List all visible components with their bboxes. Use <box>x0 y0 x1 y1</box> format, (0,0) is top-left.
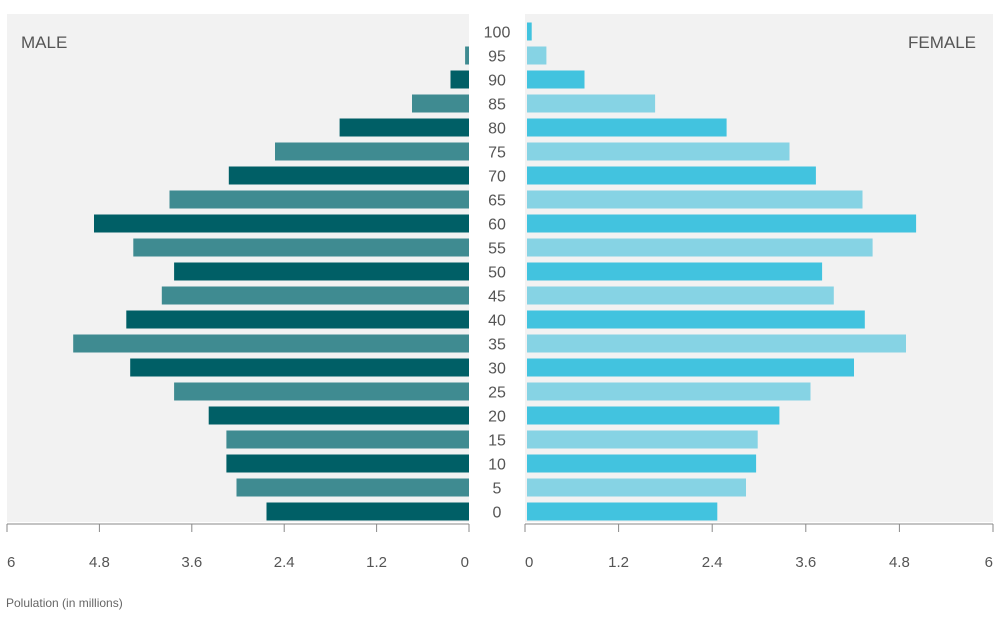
male-tick-label: 4.8 <box>89 554 110 571</box>
male-x-ticks: 6 4.8 3.6 2.4 1.2 0 <box>6 524 470 571</box>
male-bar-age-95 <box>465 46 469 65</box>
female-bar-age-80 <box>527 118 727 137</box>
age-label-90: 90 <box>488 73 506 90</box>
age-label-15: 15 <box>488 433 506 450</box>
age-label-95: 95 <box>488 49 506 66</box>
female-bar-age-60 <box>527 214 917 233</box>
x-axis-label: Polulation (in millions) <box>6 596 123 610</box>
age-label-70: 70 <box>488 169 506 186</box>
age-label-85: 85 <box>488 97 506 114</box>
age-label-0: 0 <box>493 505 502 522</box>
female-bar-age-0 <box>527 502 718 521</box>
female-bar-age-75 <box>527 142 790 161</box>
age-label-45: 45 <box>488 289 506 306</box>
female-bar-age-20 <box>527 406 780 425</box>
age-label-80: 80 <box>488 121 506 138</box>
male-bar-age-20 <box>208 406 469 425</box>
female-bar-age-25 <box>527 382 811 401</box>
female-tick-label: 4.8 <box>889 554 910 571</box>
male-bar-age-35 <box>73 334 469 353</box>
female-tick-label: 1.2 <box>608 554 629 571</box>
female-tick-label: 6 <box>985 554 993 571</box>
age-label-20: 20 <box>488 409 506 426</box>
age-label-30: 30 <box>488 361 506 378</box>
male-tick-label: 6 <box>7 554 15 571</box>
female-bar-age-5 <box>527 478 746 497</box>
female-tick-label: 0 <box>525 554 533 571</box>
female-bar-age-85 <box>527 94 656 113</box>
age-label-100: 100 <box>484 25 511 42</box>
female-tick-label: 2.4 <box>702 554 723 571</box>
male-bar-age-55 <box>133 238 470 257</box>
age-label-10: 10 <box>488 457 506 474</box>
female-bar-age-10 <box>527 454 757 473</box>
male-bar-age-30 <box>130 358 469 377</box>
female-bar-age-45 <box>527 286 834 305</box>
male-bar-age-65 <box>169 190 469 209</box>
female-tick-label: 3.6 <box>795 554 816 571</box>
male-bar-age-50 <box>174 262 469 281</box>
male-tick-label: 1.2 <box>366 554 387 571</box>
female-bar-age-30 <box>527 358 854 377</box>
female-bar-age-95 <box>527 46 547 65</box>
male-bar-age-90 <box>450 70 469 89</box>
male-tick-label: 0 <box>461 554 469 571</box>
male-bar-age-5 <box>236 478 469 497</box>
male-bar-age-85 <box>412 94 469 113</box>
male-bar-age-40 <box>126 310 470 329</box>
male-bar-age-70 <box>228 166 469 185</box>
male-panel: MALE 6 4.8 3.6 2.4 1.2 0 <box>6 14 470 571</box>
age-label-55: 55 <box>488 241 506 258</box>
female-bar-age-70 <box>527 166 816 185</box>
male-bar-age-45 <box>161 286 470 305</box>
female-bar-age-100 <box>527 22 532 41</box>
age-label-25: 25 <box>488 385 506 402</box>
male-bar-age-80 <box>339 118 469 137</box>
age-label-50: 50 <box>488 265 506 282</box>
female-panel: FEMALE 0 1.2 2.4 3.6 4.8 6 <box>524 14 994 571</box>
age-label-60: 60 <box>488 217 506 234</box>
female-bar-age-40 <box>527 310 865 329</box>
female-bar-age-35 <box>527 334 906 353</box>
male-tick-label: 3.6 <box>181 554 202 571</box>
female-bar-age-65 <box>527 190 863 209</box>
age-label-65: 65 <box>488 193 506 210</box>
male-bars <box>73 46 470 521</box>
age-label-5: 5 <box>493 481 502 498</box>
female-label: FEMALE <box>908 33 976 52</box>
male-bar-age-10 <box>226 454 469 473</box>
female-bars <box>527 22 917 521</box>
female-bar-age-50 <box>527 262 823 281</box>
male-bar-age-60 <box>94 214 469 233</box>
age-labels: 0 5 10 15 20 25 30 35 40 45 50 55 60 65 70 75 80 85 90 95 10… <box>484 25 511 522</box>
age-label-35: 35 <box>488 337 506 354</box>
male-bar-age-15 <box>226 430 469 449</box>
female-bar-age-90 <box>527 70 585 89</box>
male-bar-age-0 <box>266 502 469 521</box>
age-label-75: 75 <box>488 145 506 162</box>
male-tick-label: 2.4 <box>274 554 295 571</box>
male-bar-age-25 <box>174 382 469 401</box>
age-label-40: 40 <box>488 313 506 330</box>
male-label: MALE <box>21 33 67 52</box>
female-x-ticks: 0 1.2 2.4 3.6 4.8 6 <box>524 524 994 571</box>
female-bar-age-55 <box>527 238 873 257</box>
female-bar-age-15 <box>527 430 758 449</box>
male-bar-age-75 <box>275 142 469 161</box>
